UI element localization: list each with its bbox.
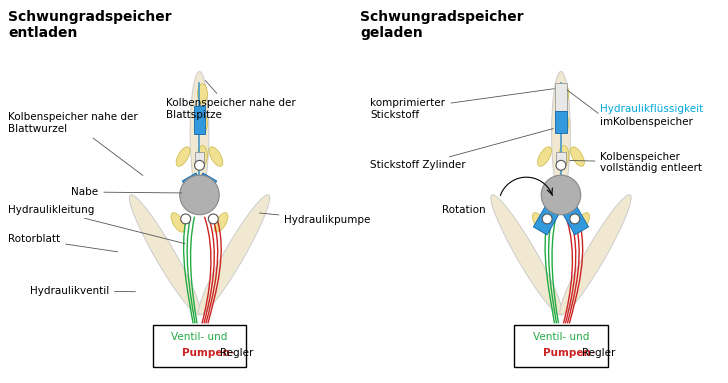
Ellipse shape [560, 195, 631, 315]
Ellipse shape [197, 183, 210, 202]
Circle shape [194, 160, 205, 170]
Ellipse shape [552, 72, 570, 195]
Bar [556, 152, 566, 165]
Circle shape [570, 214, 579, 224]
Ellipse shape [491, 195, 562, 315]
Text: Ventil- und: Ventil- und [533, 332, 589, 342]
Ellipse shape [197, 113, 207, 133]
Text: Nabe: Nabe [71, 187, 182, 197]
Bar [534, 203, 561, 235]
Ellipse shape [130, 195, 200, 315]
Ellipse shape [576, 213, 590, 232]
Ellipse shape [559, 113, 569, 133]
Text: entladen: entladen [8, 26, 77, 40]
Ellipse shape [559, 84, 569, 104]
Text: Regler: Regler [221, 348, 253, 358]
Text: Rotorblatt: Rotorblatt [8, 234, 118, 252]
Text: Ventil- und: Ventil- und [171, 332, 228, 342]
Ellipse shape [571, 147, 585, 166]
Text: Kolbenspeicher nahe der
Blattwurzel: Kolbenspeicher nahe der Blattwurzel [8, 112, 143, 175]
Bar [555, 111, 567, 133]
Ellipse shape [176, 147, 190, 166]
Bar [189, 173, 217, 205]
Text: komprimierter
Stickstoff: komprimierter Stickstoff [371, 89, 554, 120]
Bar [514, 325, 608, 367]
Circle shape [180, 175, 219, 215]
Bar [555, 83, 567, 111]
Text: Kolbenspeicher: Kolbenspeicher [613, 117, 693, 127]
Circle shape [556, 160, 566, 170]
Circle shape [541, 175, 581, 215]
Ellipse shape [209, 147, 223, 166]
Circle shape [208, 214, 218, 224]
Ellipse shape [532, 213, 546, 232]
Text: Rotation: Rotation [443, 205, 486, 215]
Ellipse shape [190, 72, 209, 195]
Bar [153, 325, 246, 367]
Bar [561, 203, 588, 235]
Text: Hydraulikleitung: Hydraulikleitung [8, 205, 185, 244]
Text: Schwungradspeicher: Schwungradspeicher [360, 10, 524, 24]
Text: Regler: Regler [582, 348, 615, 358]
Ellipse shape [214, 213, 228, 232]
Text: Kolbenspeicher
vollständig entleert: Kolbenspeicher vollständig entleert [569, 152, 703, 173]
Text: Pumpen-: Pumpen- [182, 348, 234, 358]
Ellipse shape [199, 195, 269, 315]
Text: Hydraulikpumpe: Hydraulikpumpe [260, 213, 371, 225]
Ellipse shape [197, 146, 207, 165]
Ellipse shape [550, 183, 563, 202]
Text: Stickstoff Zylinder: Stickstoff Zylinder [371, 129, 553, 170]
Bar [194, 152, 205, 165]
Ellipse shape [171, 213, 185, 232]
Text: im: im [601, 117, 614, 127]
Ellipse shape [558, 183, 572, 202]
Text: Pumpen-: Pumpen- [543, 348, 596, 358]
Text: Schwungradspeicher: Schwungradspeicher [8, 10, 172, 24]
Bar [182, 173, 210, 205]
Ellipse shape [189, 183, 202, 202]
Ellipse shape [537, 147, 551, 166]
Ellipse shape [197, 84, 207, 104]
Circle shape [181, 214, 191, 224]
Bar [194, 106, 205, 134]
Circle shape [542, 214, 552, 224]
Text: Hydraulikventil: Hydraulikventil [30, 286, 135, 296]
Text: Hydraulikflüssigkeit: Hydraulikflüssigkeit [601, 104, 704, 114]
Text: Kolbenspeicher nahe der
Blattspitze: Kolbenspeicher nahe der Blattspitze [166, 80, 296, 120]
Ellipse shape [559, 146, 569, 165]
Text: geladen: geladen [360, 26, 423, 40]
